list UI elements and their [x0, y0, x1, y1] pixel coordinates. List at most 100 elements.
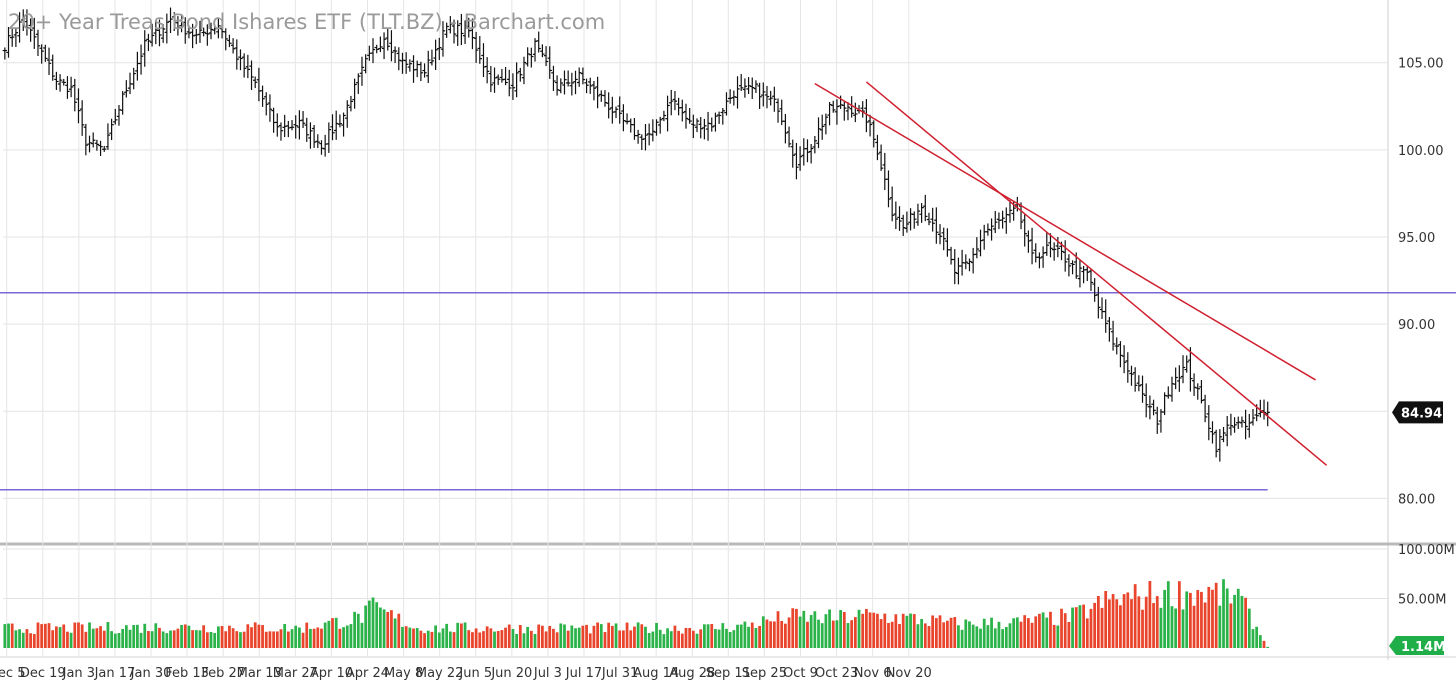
volume-bar: [876, 613, 879, 648]
ohlc-bar: [1107, 316, 1112, 342]
volume-bar: [684, 627, 688, 648]
volume-bar: [415, 627, 419, 648]
volume-bar: [732, 630, 736, 648]
date-tick-label: Jul 17: [565, 666, 602, 681]
ohlc-bar: [702, 118, 707, 140]
volume-bar: [1100, 607, 1104, 648]
ohlc-bar: [834, 99, 840, 125]
date-tick-label: Jul 3: [533, 666, 562, 681]
ohlc-bar: [672, 91, 678, 111]
ohlc-bar: [72, 78, 77, 112]
ohlc-bar: [853, 102, 858, 123]
volume-bar: [1071, 607, 1074, 648]
ohlc-bar: [1007, 200, 1013, 223]
ohlc-bar: [429, 49, 435, 66]
volume-bar: [217, 626, 220, 648]
volume-bar: [95, 628, 99, 648]
ohlc-bar: [864, 99, 869, 133]
volume-bar: [633, 626, 636, 648]
volume-bar: [717, 629, 721, 648]
date-tick-label: Aug 14: [633, 666, 679, 681]
ohlc-bar: [10, 27, 15, 47]
volume-bar: [1211, 589, 1214, 648]
volume-bar: [235, 631, 239, 648]
volume-bar: [316, 627, 320, 648]
volume-bar: [7, 623, 10, 648]
volume-bar: [596, 622, 599, 648]
volume-bar: [1019, 621, 1023, 648]
volume-bar: [577, 627, 581, 648]
ohlc-bar: [164, 13, 170, 44]
volume-bar: [419, 630, 423, 648]
ohlc-bar: [591, 81, 597, 101]
ohlc-bar: [363, 54, 368, 74]
ohlc-bar: [635, 129, 641, 144]
volume-bar: [1159, 607, 1163, 648]
ohlc-bar: [311, 124, 317, 148]
volume-bar: [1233, 594, 1236, 648]
ohlc-bar: [253, 76, 258, 89]
volume-bar: [1174, 608, 1178, 648]
date-tick-label: Mar 13: [237, 666, 282, 681]
volume-bar: [747, 626, 750, 648]
ohlc-bar: [1140, 375, 1145, 403]
volume-bar: [706, 624, 710, 648]
last-volume-badge-bg: [1389, 636, 1444, 655]
volume-bar: [106, 622, 110, 648]
date-tick-label: Feb 13: [165, 666, 209, 681]
volume-bar: [603, 632, 607, 648]
ohlc-bar: [923, 194, 928, 222]
volume-bar: [850, 620, 854, 648]
ohlc-bar: [1155, 406, 1160, 434]
volume-bar: [677, 630, 680, 648]
volume-bar: [574, 628, 577, 648]
ohlc-bar: [102, 145, 107, 152]
date-tick-label: Nov 20: [886, 666, 932, 681]
ohlc-bar: [496, 74, 501, 85]
volume-bar: [445, 623, 449, 648]
ohlc-bar: [790, 139, 795, 168]
ohlc-bar: [1191, 373, 1197, 396]
ohlc-bar: [389, 30, 394, 62]
volume-bar: [474, 628, 478, 648]
ohlc-bar: [21, 9, 26, 31]
volume-bar: [264, 631, 268, 648]
volume-bar: [187, 625, 191, 648]
volume-bar: [537, 624, 541, 648]
volume-bar: [1144, 596, 1148, 648]
ohlc-bar: [2, 47, 8, 60]
volume-bar: [1108, 599, 1111, 648]
volume-bar: [1196, 590, 1200, 648]
ohlc-bar: [588, 77, 593, 94]
volume-bar: [312, 628, 316, 648]
volume-bar: [124, 625, 128, 648]
ohlc-bar: [208, 22, 214, 40]
volume-bar: [102, 630, 106, 648]
ohlc-bar: [470, 18, 475, 50]
volume-bar: [202, 625, 206, 648]
ohlc-bar: [562, 70, 567, 95]
ohlc-bar: [525, 47, 530, 67]
trendlines: [814, 81, 1328, 466]
volume-bar: [802, 610, 806, 648]
volume-bar: [953, 617, 957, 648]
ohlc-bar: [669, 89, 674, 116]
volume-bar: [408, 627, 412, 648]
volume-bar: [990, 617, 993, 648]
ohlc-bar: [919, 203, 924, 223]
volume-bar: [842, 611, 846, 648]
volume-bar: [820, 623, 824, 648]
volume-bar: [1155, 596, 1159, 648]
volume-bar: [680, 633, 684, 648]
volume-bar: [566, 630, 570, 648]
volume-bar: [728, 632, 732, 648]
date-tick-label: Jan 3: [62, 666, 95, 681]
ohlc-bar: [462, 20, 468, 45]
ohlc-bar: [433, 39, 438, 70]
ohlc-bar: [1044, 232, 1049, 256]
ohlc-bar: [245, 54, 251, 79]
volume-bar: [1034, 616, 1038, 648]
volume-bar: [1060, 608, 1063, 648]
volume-bar: [375, 602, 379, 648]
